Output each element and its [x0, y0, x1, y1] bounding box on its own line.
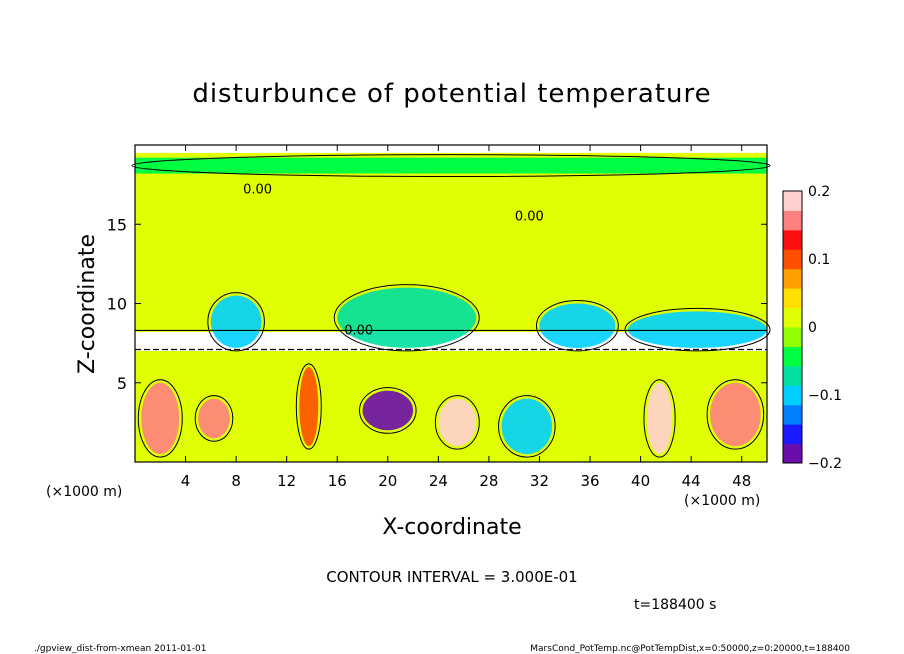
- contour-line: [498, 395, 556, 458]
- footer-left: ./gpview_dist-from-xmean 2011-01-01: [34, 644, 206, 654]
- colorbar-swatch: [783, 249, 802, 270]
- field-region: [135, 157, 767, 174]
- contour-label: 0.00: [243, 182, 272, 197]
- contour-line: [333, 284, 480, 352]
- field-region: [141, 382, 180, 455]
- x-tick-label: 20: [378, 472, 397, 490]
- footer-right: MarsCond_PotTemp.nc@PotTempDist,x=0:5000…: [530, 644, 850, 654]
- field-region: [438, 398, 477, 447]
- contour-line: [207, 292, 265, 352]
- colorbar-swatch: [783, 346, 802, 367]
- chart-title: disturbunce of potential temperature: [192, 79, 711, 109]
- x-unit-label: (×1000 m): [684, 493, 760, 509]
- colorbar-swatch: [783, 307, 802, 328]
- field-region: [210, 295, 262, 348]
- x-tick-label: 8: [231, 472, 241, 490]
- contour-label: 0.00: [515, 209, 544, 224]
- contour-line: [434, 395, 480, 450]
- field-region: [710, 382, 761, 447]
- x-tick-label: 32: [530, 472, 549, 490]
- colorbar-tick-label: 0.1: [808, 252, 830, 268]
- colorbar-swatch: [783, 365, 802, 386]
- z-axis-title: Z-coordinate: [75, 234, 100, 374]
- contour-line: [131, 154, 771, 178]
- field-regions: [135, 152, 767, 462]
- plot-area: 0.000.000.00 4 8 12 16 20 24 28 32 36 40 44 48 5101…: [107, 144, 771, 490]
- x-tick-label: 16: [328, 472, 347, 490]
- x-tick-label: 44: [682, 472, 701, 490]
- x-tick-label: 24: [429, 472, 448, 490]
- field-region: [627, 311, 767, 348]
- z-tick-label: 10: [107, 295, 127, 314]
- contour-label: 0.00: [344, 323, 373, 338]
- contour-line: [624, 307, 771, 352]
- x-tick-label: 40: [631, 472, 650, 490]
- colorbar-swatch: [783, 288, 802, 309]
- contour-line: [706, 379, 765, 450]
- x-axis-title: X-coordinate: [382, 515, 521, 540]
- contour-line: [295, 363, 322, 450]
- field-region: [337, 287, 477, 348]
- z-tick-label: 15: [107, 215, 127, 234]
- colorbar-swatch: [783, 210, 802, 231]
- contour-line: [194, 395, 234, 442]
- field-region: [362, 390, 414, 431]
- colorbar-tick-label: 0.2: [808, 184, 830, 200]
- colorbar-swatch: [783, 385, 802, 406]
- x-tick-label: 28: [479, 472, 498, 490]
- colorbar-swatch: [783, 268, 802, 289]
- contour-interval: CONTOUR INTERVAL = 3.000E-01: [326, 568, 577, 586]
- colorbar-swatch: [783, 229, 802, 250]
- x-tick-label: 12: [277, 472, 296, 490]
- contour-line: [137, 379, 183, 458]
- contour-line: [359, 387, 417, 434]
- colorbar: 0.2 0.1 0 −0.1 −0.2: [782, 184, 842, 472]
- field-region: [501, 398, 553, 455]
- z-tick-label: 5: [117, 374, 127, 393]
- x-tick-label: 36: [580, 472, 599, 490]
- x-tick-label: 4: [181, 472, 191, 490]
- colorbar-swatch: [783, 443, 802, 464]
- z-axis-ticks: 5 10 15: [107, 215, 767, 393]
- contour-line: [535, 300, 619, 352]
- colorbar-swatch: [783, 424, 802, 445]
- field-region: [299, 366, 319, 447]
- field-region: [646, 382, 673, 455]
- colorbar-swatches: [783, 191, 802, 464]
- colorbar-frame: [782, 190, 803, 464]
- colorbar-tick-label: −0.1: [808, 388, 842, 404]
- colorbar-swatch: [783, 191, 802, 211]
- colorbar-swatch: [783, 327, 802, 347]
- colorbar-ticks: 0.2 0.1 0 −0.1 −0.2: [808, 184, 842, 472]
- z-unit-label: (×1000 m): [46, 484, 122, 500]
- field-region: [198, 398, 230, 439]
- time-label: t=188400 s: [634, 597, 716, 613]
- x-tick-label: 48: [732, 472, 751, 490]
- x-axis-ticks: 4 8 12 16 20 24 28 32 36 40 44 48: [181, 145, 751, 490]
- colorbar-tick-label: −0.2: [808, 456, 842, 472]
- field-region: [539, 303, 616, 348]
- colorbar-swatch: [783, 404, 802, 425]
- colorbar-tick-label: 0: [808, 320, 817, 336]
- contour-lines: 0.00 0.00 0.00: [131, 154, 771, 458]
- contour-line: [643, 379, 676, 458]
